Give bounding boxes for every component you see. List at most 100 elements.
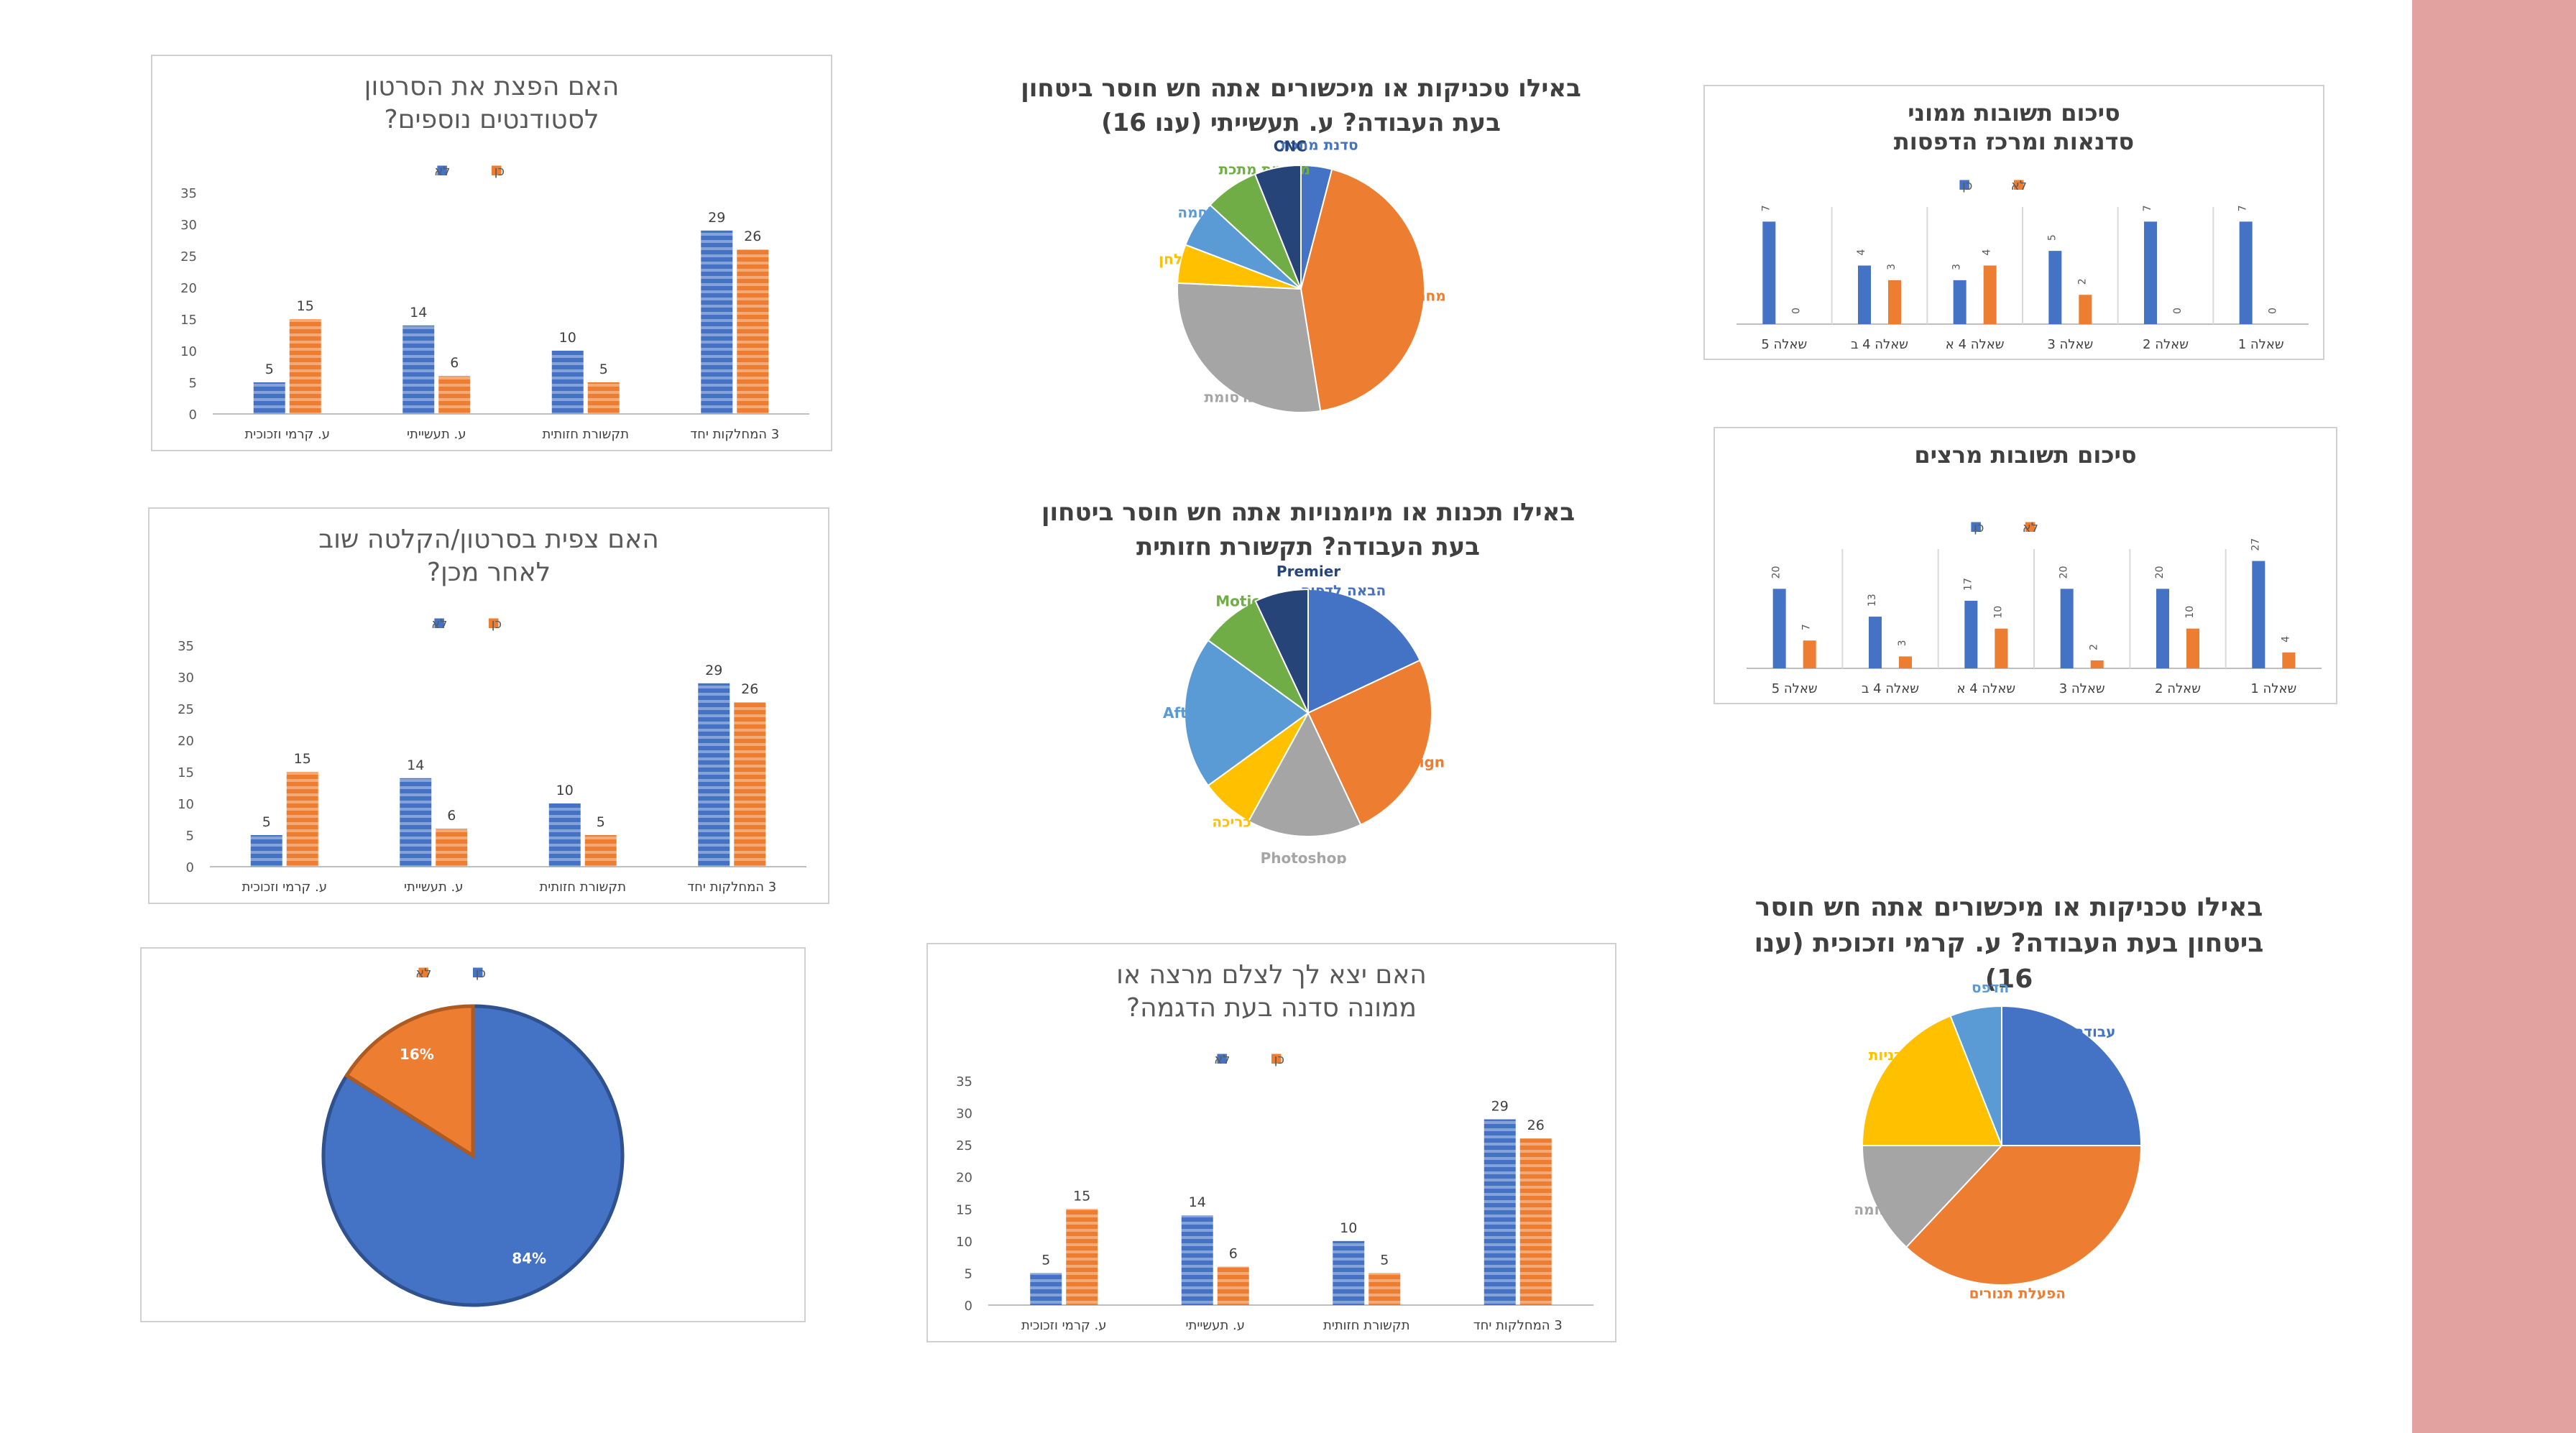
bar-value-label: 3 [1886,264,1898,270]
bar-value-label: 15 [1073,1188,1090,1204]
chart-industrial-insecurity-pie: באילו טכניקות או מיכשורים אתה חש חוסר בי… [1021,66,1581,440]
bar [2090,660,2104,668]
pie-slice-label: מחרטה [1397,287,1446,305]
x-tick-label: שאלה 4 ב [1862,681,1919,696]
bar-value-label: 5 [1041,1252,1050,1268]
legend-swatch [1217,1054,1227,1064]
bar-value-label: 26 [741,681,758,697]
bar [253,382,285,414]
bar-value-label: 29 [708,210,725,226]
bar-value-label: 5 [265,361,274,377]
bar [734,702,766,867]
bar-value-label: 29 [705,663,722,678]
legend-swatch [1271,1054,1282,1064]
bar-value-label: 10 [1992,606,2004,619]
legend-swatch [492,165,502,175]
pie-slice [1177,282,1322,413]
y-tick-label: 20 [180,281,197,296]
bar-value-label: 15 [294,751,311,767]
pie-slice [1307,588,1421,714]
chart-panel-yes-no-pie: לא כן 84% 16% [140,947,806,1322]
bar-value-label: 5 [2046,234,2058,241]
chart-title: ביטחון בעת העבודה? ע. קרמי וזכוכית (ענו [1754,929,2264,958]
x-tick-label: שאלה 4 א [1946,337,2005,352]
bar [1995,628,2008,668]
bar [1762,221,1776,324]
pie-slice-label: סדנה חמה [1854,1201,1923,1218]
chart-title: בעת העבודה? ע. תעשייתי (ענו 16) [1101,109,1501,137]
y-tick-label: 0 [965,1299,972,1314]
chart-title: לסטודנטים נוספים? [385,105,599,134]
bar-value-label: 14 [407,757,424,773]
legend-label: לא [1214,1052,1230,1067]
chart-panel-distribute-video: האם הפצת את הסרטון לסטודנטים נוספים? לא כן 0… [151,55,832,451]
legend-label: כן [1974,520,1984,535]
bar-chart-svg: סיכום תשובות מרצים כן לא 20 7 שאלה 5 13 3 שאלה 4… [1747,441,2322,696]
x-tick-label: ע. תעשייתי [1186,1318,1245,1333]
x-tick-label: שאלה 5 [1772,681,1818,696]
pie-slice [1300,168,1425,412]
legend-swatch [437,165,447,175]
bar-value-label: 20 [1771,566,1782,579]
chart-title: סיכום תשובות ממוני [1908,99,2120,126]
bar [402,325,435,414]
bar [548,803,581,867]
bar [737,249,769,414]
x-tick-label: ע. תעשייתי [407,427,466,442]
chart-title: ממונה סדנה בעת הדגמה? [1126,993,1417,1023]
x-tick-label: שאלה 1 [2250,681,2296,696]
bar-value-label: 14 [1189,1194,1206,1210]
bar-value-label: 10 [556,783,574,798]
y-tick-label: 0 [189,407,197,423]
bar [436,829,468,867]
bar-value-label: 3 [1951,264,1963,270]
chart-panel-lecturers: סיכום תשובות מרצים כן לא 20 7 שאלה 5 13 3 שאלה 4… [1714,427,2337,704]
y-tick-label: 15 [956,1202,972,1217]
bar-value-label: 26 [1527,1118,1545,1133]
y-tick-label: 30 [956,1107,972,1122]
chart-title: לאחר מכן? [427,558,551,587]
pie-slice-label: After Effects [1163,704,1264,722]
x-tick-label: שאלה 4 א [1956,681,2015,696]
legend-swatch [2025,522,2036,532]
pie-slice-label: Indesign [1375,753,1445,770]
bar-value-label: 10 [1340,1220,1357,1236]
pie-slice-label: CNC [1274,138,1307,155]
x-tick-label: 3 המחלקות יחד [690,427,779,442]
pie-chart-svg: לא כן 84% 16% [321,966,625,1307]
pie-slice-label: הפעלת תנורים [1969,1285,2066,1302]
bar [1899,656,1912,668]
y-tick-label: 20 [178,734,194,749]
legend-swatch [418,967,428,977]
bar [1484,1119,1516,1305]
legend-swatch [434,618,444,628]
bar-value-label: 4 [1856,249,1867,256]
x-tick-label: שאלה 4 ב [1851,337,1908,352]
bar [701,230,733,414]
bar [2144,221,2157,324]
x-tick-label: תקשורת חזותית [1323,1318,1410,1333]
pie-slice [1184,639,1310,787]
bar-value-label: 5 [597,814,605,830]
y-tick-label: 5 [965,1266,972,1281]
bar-value-label: 7 [1760,205,1772,211]
bar [2282,652,2296,668]
bar [1772,589,1786,668]
x-tick-label: ע. קרמי וזכוכית [244,427,330,442]
bar [2252,561,2266,668]
bar-chart-svg: האם צפית בסרטון/הקלטה שוב לאחר מכן? לא כן 0 5… [178,525,806,895]
x-tick-label: 3 המחלקות יחד [1473,1318,1563,1333]
x-tick-label: שאלה 3 [2059,681,2105,696]
chart-visual-comm-insecurity-pie: באילו תכנות או מיומנויות אתה חש חוסר ביט… [1035,490,1581,864]
bar-value-label: 10 [2184,606,2196,619]
pie-slice [1247,711,1362,837]
legend-label: לא [2023,520,2038,535]
legend-label: לא [434,164,450,179]
bar-value-label: 6 [447,808,456,824]
y-tick-label: 10 [178,797,194,812]
bar [1368,1273,1401,1305]
pie-slice [1949,1005,2002,1146]
legend-swatch [1971,522,1981,532]
y-tick-label: 35 [178,639,194,654]
pie-percent-label: 84% [512,1250,546,1267]
